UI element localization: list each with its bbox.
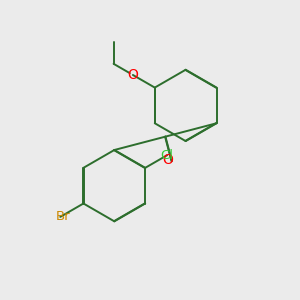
Text: Cl: Cl — [160, 149, 174, 162]
Text: O: O — [128, 68, 138, 82]
Text: O: O — [162, 153, 173, 166]
Text: Br: Br — [56, 210, 70, 224]
